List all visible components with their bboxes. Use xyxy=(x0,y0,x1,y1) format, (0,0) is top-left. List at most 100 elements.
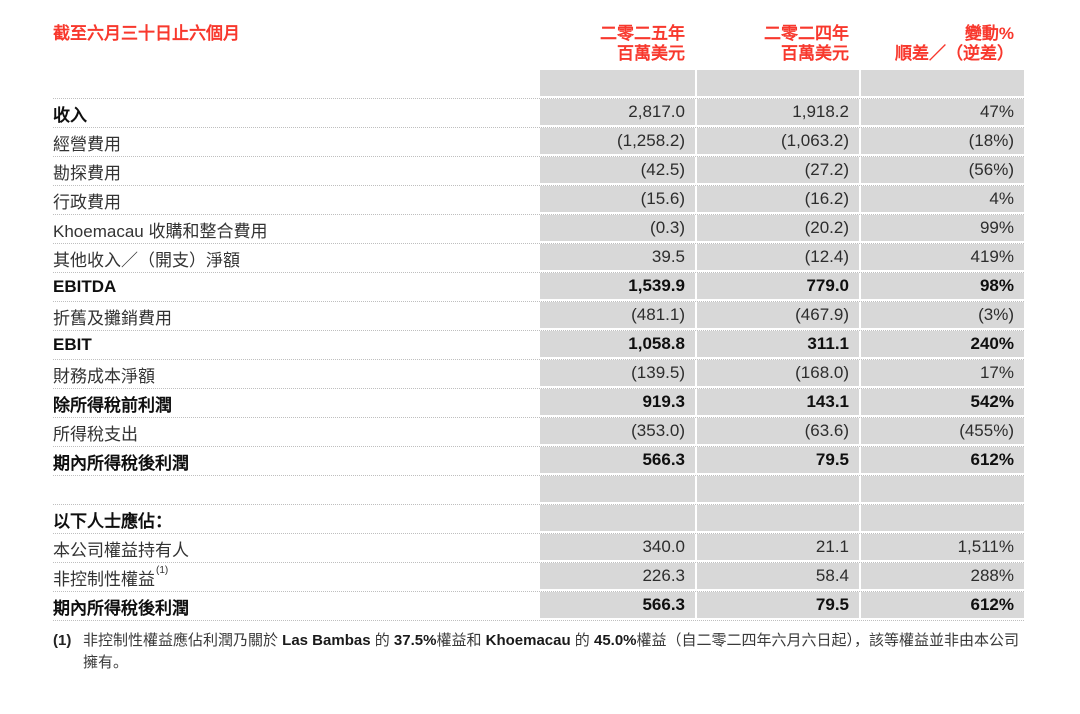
value-change-percent: 612% xyxy=(861,592,1024,618)
value-change-percent xyxy=(861,505,1024,531)
value-2024: (168.0) xyxy=(697,360,859,386)
value-2024: (20.2) xyxy=(697,215,859,241)
value-2025: 226.3 xyxy=(540,563,695,589)
table-row: 行政費用 (15.6) (16.2) 4% xyxy=(53,186,1024,215)
value-change-percent: (3%) xyxy=(861,302,1024,328)
table-header: 截至六月三十日止六個月 二零二五年 百萬美元 二零二四年 百萬美元 變動% 順差… xyxy=(53,24,1024,64)
value-2024: (16.2) xyxy=(697,186,859,212)
value-2024: (1,063.2) xyxy=(697,128,859,154)
footnote-segment: 的 xyxy=(570,632,594,649)
value-2025: (353.0) xyxy=(540,418,695,444)
value-2024: 79.5 xyxy=(697,447,859,473)
table-row xyxy=(53,70,1024,99)
column-header-2025: 二零二五年 百萬美元 xyxy=(540,24,695,64)
footnote-segment: Las Bambas xyxy=(282,632,371,649)
value-change-percent: 1,511% xyxy=(861,534,1024,560)
row-label: 非控制性權益 (1) xyxy=(53,565,169,589)
value-2024 xyxy=(697,505,859,531)
table-row: 本公司權益持有人 340.0 21.1 1,511% xyxy=(53,534,1024,563)
value-change-percent: 419% xyxy=(861,244,1024,270)
row-label: 期內所得稅後利潤 xyxy=(53,598,189,618)
row-label: 折舊及攤銷費用 xyxy=(53,308,172,328)
value-2025: 919.3 xyxy=(540,389,695,415)
footnote-text: 非控制性權益應佔利潤乃關於 Las Bambas 的 37.5%權益和 Khoe… xyxy=(83,630,1024,674)
footnote: (1) 非控制性權益應佔利潤乃關於 Las Bambas 的 37.5%權益和 … xyxy=(53,630,1024,674)
column-header-change-line2: 順差／（逆差） xyxy=(895,44,1014,63)
value-2025: 340.0 xyxy=(540,534,695,560)
row-label: EBITDA xyxy=(53,277,117,296)
value-change-percent: 542% xyxy=(861,389,1024,415)
value-2024: (27.2) xyxy=(697,157,859,183)
footnote-segment: 45.0% xyxy=(593,632,637,649)
footnote-marker: (1) xyxy=(53,632,72,649)
footnote-segment: 非控制性權益應佔利潤乃關於 xyxy=(83,632,283,649)
row-label: 本公司權益持有人 xyxy=(53,540,189,560)
income-statement-table: 截至六月三十日止六個月 二零二五年 百萬美元 二零二四年 百萬美元 變動% 順差… xyxy=(53,24,1024,674)
value-change-percent: (56%) xyxy=(861,157,1024,183)
row-label xyxy=(53,70,538,98)
value-2025: (1,258.2) xyxy=(540,128,695,154)
column-header-2025-year: 二零二五年 xyxy=(600,24,685,43)
column-header-2024-year: 二零二四年 xyxy=(764,24,849,43)
value-2024: 1,918.2 xyxy=(697,99,859,125)
footnote-segment: 權益（自二零二四年六月六日起），該等權益並非由本公司擁有。 xyxy=(83,632,1020,671)
table-row: 以下人士應佔： xyxy=(53,505,1024,534)
value-change-percent: (18%) xyxy=(861,128,1024,154)
value-2024: (467.9) xyxy=(697,302,859,328)
value-2025 xyxy=(540,70,695,96)
column-header-2024-unit: 百萬美元 xyxy=(781,44,849,63)
table-row: 經營費用 (1,258.2) (1,063.2) (18%) xyxy=(53,128,1024,157)
value-2025: (0.3) xyxy=(540,215,695,241)
row-label xyxy=(53,476,538,504)
value-change-percent: 99% xyxy=(861,215,1024,241)
value-2024 xyxy=(697,476,859,502)
footnote-segment: 權益和 xyxy=(436,632,486,649)
table-row: 期內所得稅後利潤 566.3 79.5 612% xyxy=(53,447,1024,476)
value-2024: 143.1 xyxy=(697,389,859,415)
value-2025: (481.1) xyxy=(540,302,695,328)
value-2025: 39.5 xyxy=(540,244,695,270)
footnote-segment: 37.5% xyxy=(393,632,437,649)
footnote-segment: Khoemacau xyxy=(485,632,571,649)
value-2024: 79.5 xyxy=(697,592,859,618)
value-2024: 779.0 xyxy=(697,273,859,299)
value-change-percent: 98% xyxy=(861,273,1024,299)
value-2024: 311.1 xyxy=(697,331,859,357)
table-row: 非控制性權益 (1) 226.3 58.4 288% xyxy=(53,563,1024,592)
row-label: 以下人士應佔： xyxy=(53,511,172,531)
row-label: 勘探費用 xyxy=(53,163,121,183)
column-header-2024: 二零二四年 百萬美元 xyxy=(697,24,859,64)
value-2025: (139.5) xyxy=(540,360,695,386)
value-2025: (42.5) xyxy=(540,157,695,183)
row-label: 收入 xyxy=(53,105,87,125)
row-label: 財務成本淨額 xyxy=(53,366,155,386)
value-change-percent: 47% xyxy=(861,99,1024,125)
value-change-percent xyxy=(861,70,1024,96)
table-row: 除所得稅前利潤 919.3 143.1 542% xyxy=(53,389,1024,418)
value-2025: (15.6) xyxy=(540,186,695,212)
table-row: 所得稅支出 (353.0) (63.6) (455%) xyxy=(53,418,1024,447)
row-label: 期內所得稅後利潤 xyxy=(53,453,189,473)
value-2024: 21.1 xyxy=(697,534,859,560)
value-change-percent: (455%) xyxy=(861,418,1024,444)
value-2025: 566.3 xyxy=(540,592,695,618)
value-change-percent: 240% xyxy=(861,331,1024,357)
value-2025 xyxy=(540,505,695,531)
row-label: EBIT xyxy=(53,335,92,354)
table-row: EBIT 1,058.8 311.1 240% xyxy=(53,331,1024,360)
period-header: 截至六月三十日止六個月 xyxy=(53,24,240,43)
table-row: 折舊及攤銷費用 (481.1) (467.9) (3%) xyxy=(53,302,1024,331)
column-header-change: 變動% 順差／（逆差） xyxy=(861,24,1024,64)
value-2025: 2,817.0 xyxy=(540,99,695,125)
table-row: 勘探費用 (42.5) (27.2) (56%) xyxy=(53,157,1024,186)
table-body: 收入 2,817.0 1,918.2 47% 經營費用 (1,258.2) (1,063.2… xyxy=(53,70,1024,621)
column-header-2025-unit: 百萬美元 xyxy=(617,44,685,63)
footnote-segment: 的 xyxy=(370,632,394,649)
value-change-percent: 4% xyxy=(861,186,1024,212)
value-2024: (63.6) xyxy=(697,418,859,444)
table-row: 期內所得稅後利潤 566.3 79.5 612% xyxy=(53,592,1024,621)
value-2024: 58.4 xyxy=(697,563,859,589)
table-row: EBITDA 1,539.9 779.0 98% xyxy=(53,273,1024,302)
row-label: 除所得稅前利潤 xyxy=(53,395,172,415)
